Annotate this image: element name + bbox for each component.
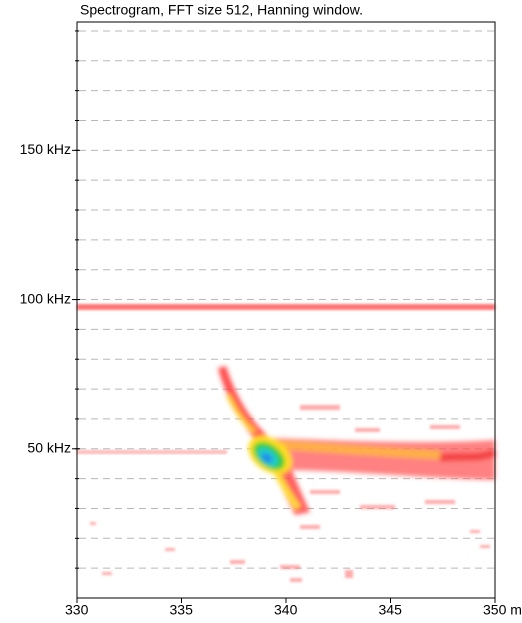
x-tick-label: 345 <box>379 602 403 618</box>
x-tick-label: 350 ms <box>483 602 522 618</box>
x-tick-label: 330 <box>65 602 89 618</box>
y-tick-label: 150 kHz <box>20 141 71 157</box>
chart: Spectrogram, FFT size 512, Hanning windo… <box>0 0 522 623</box>
chart-title: Spectrogram, FFT size 512, Hanning windo… <box>80 2 363 18</box>
x-tick-label: 340 <box>274 602 298 618</box>
spectrogram-image <box>77 304 495 582</box>
y-tick-label: 100 kHz <box>20 290 71 306</box>
x-tick-label: 335 <box>170 602 194 618</box>
y-tick-label: 50 kHz <box>27 439 71 455</box>
